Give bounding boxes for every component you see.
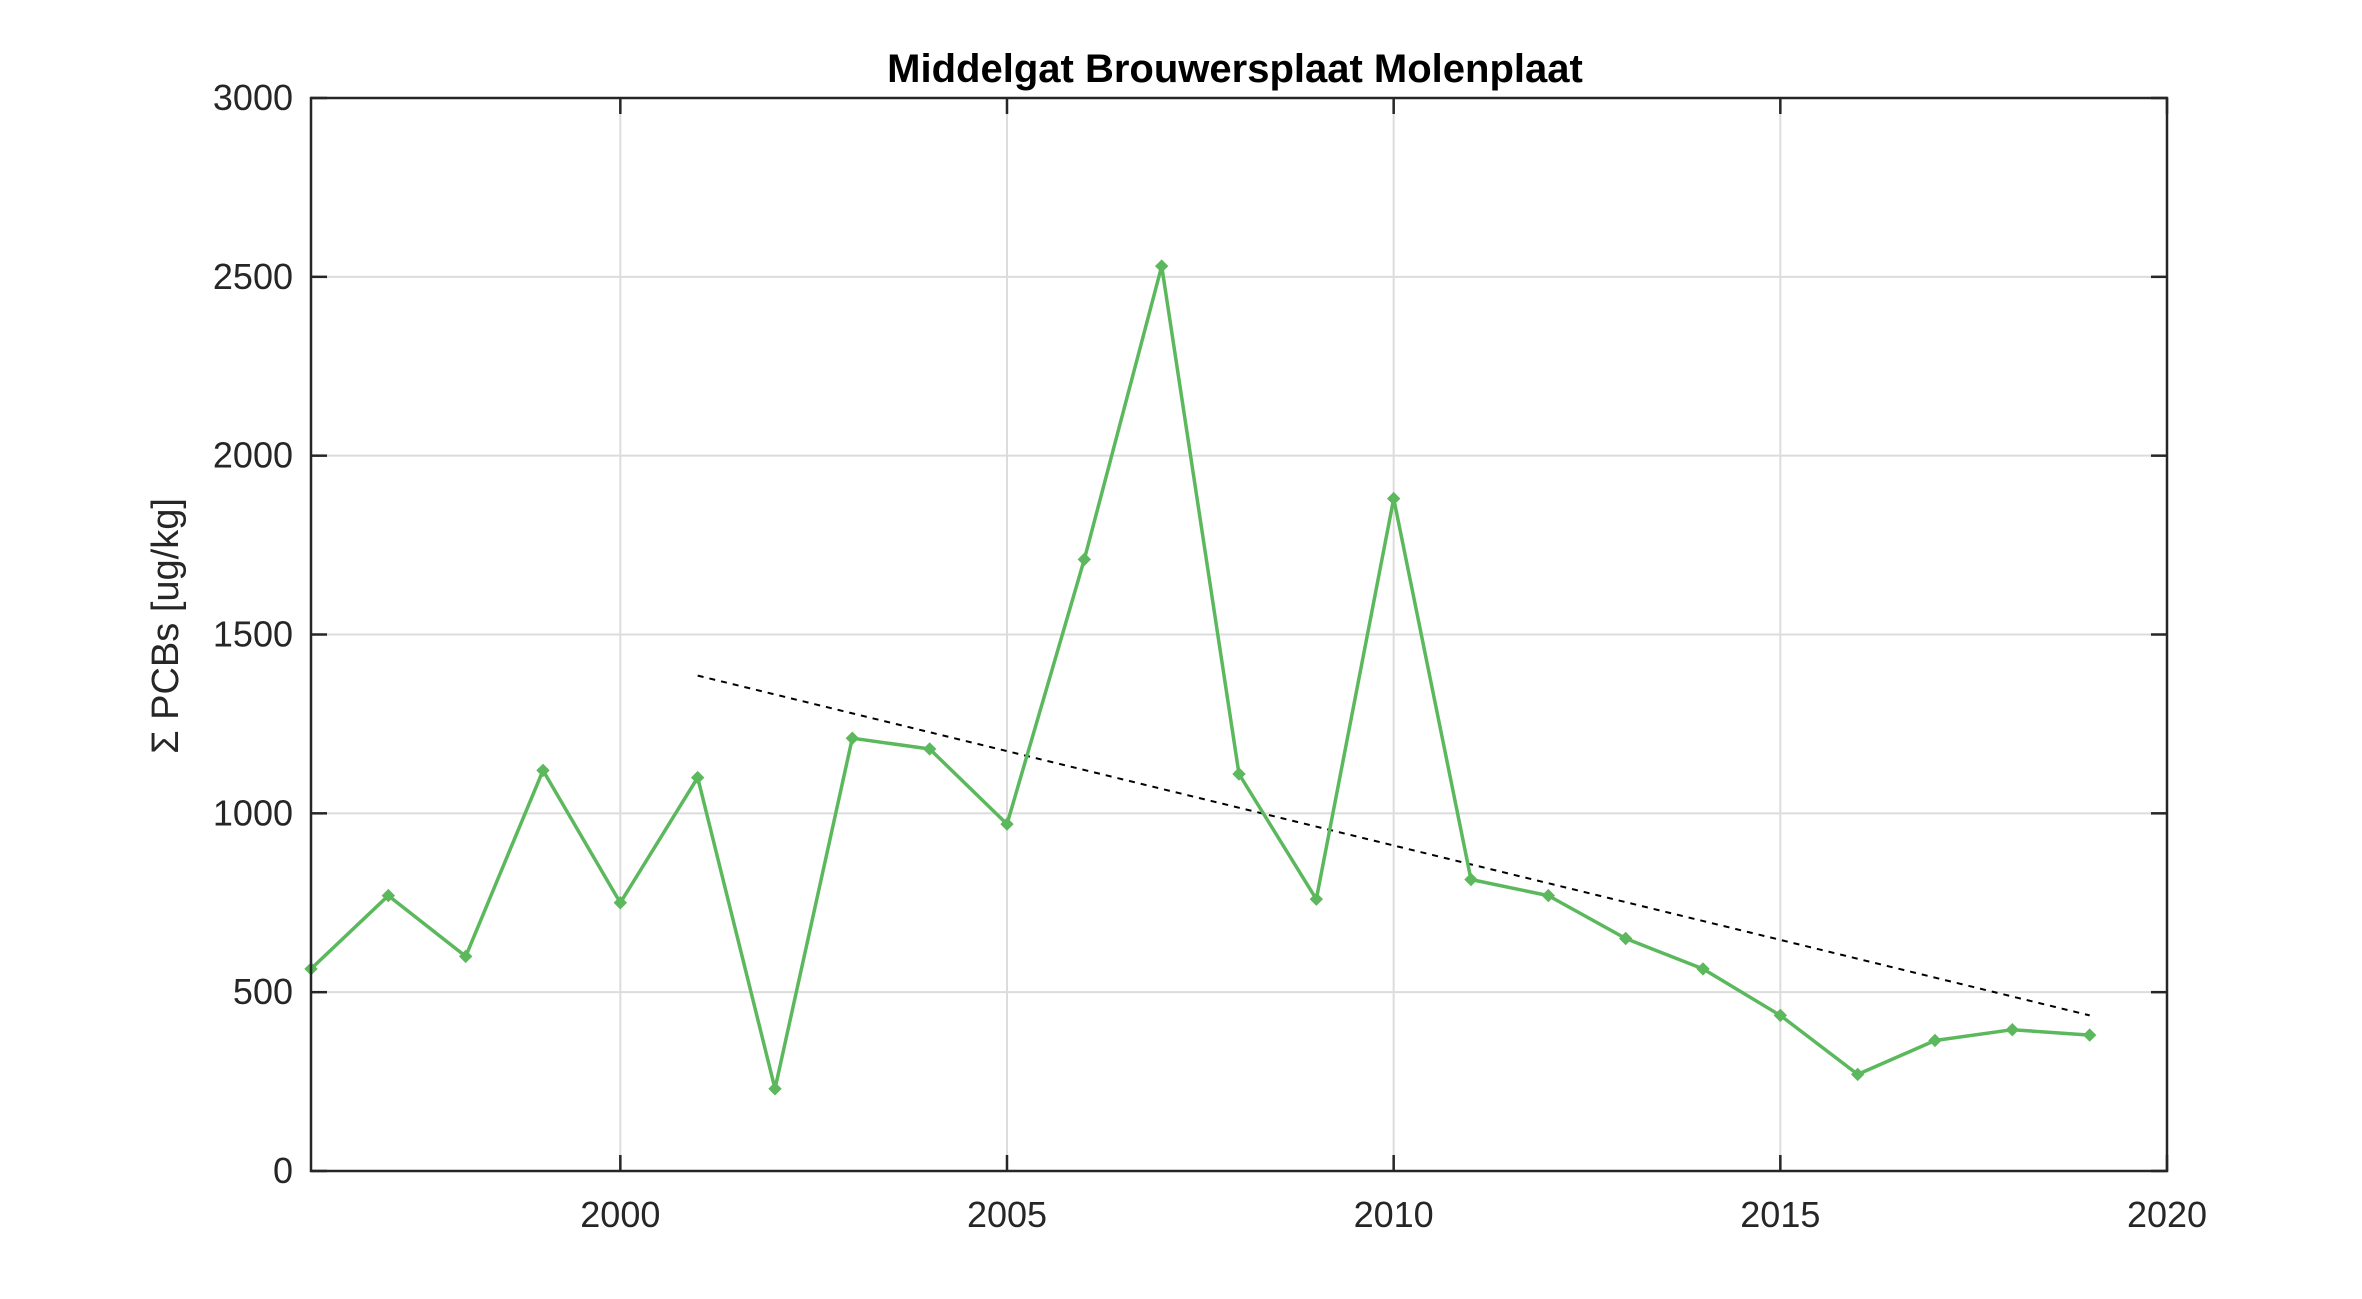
data-point-marker xyxy=(2005,1023,2020,1037)
data-point-marker xyxy=(845,731,860,745)
data-point-marker xyxy=(1541,888,1556,903)
axis-ticks xyxy=(311,96,2169,1173)
data-point-marker xyxy=(1232,767,1246,781)
x-tick-labels: 2000 2005 2010 2015 2020 xyxy=(580,1194,2207,1235)
data-point-marker xyxy=(1464,872,1478,887)
data-point-marker xyxy=(536,763,550,778)
data-point-marker xyxy=(1000,817,1014,831)
y-tick-label: 2000 xyxy=(213,435,293,476)
data-point-marker xyxy=(1928,1033,1942,1048)
series-group xyxy=(304,259,2097,1096)
data-point-marker xyxy=(690,770,705,785)
y-tick-label: 500 xyxy=(233,971,293,1012)
y-tick-label: 1000 xyxy=(213,792,293,833)
data-point-marker xyxy=(1850,1067,1865,1082)
data-point-marker xyxy=(1309,892,1324,906)
x-tick-label: 2005 xyxy=(967,1194,1047,1235)
y-tick-label: 1500 xyxy=(213,614,293,655)
data-point-marker xyxy=(1154,259,1169,273)
data-point-marker xyxy=(1386,491,1401,506)
y-tick-label: 3000 xyxy=(213,77,293,118)
data-point-marker xyxy=(1618,931,1633,946)
y-tick-label: 0 xyxy=(273,1150,293,1191)
data-point-marker xyxy=(381,888,396,903)
data-point-marker xyxy=(1773,1008,1788,1023)
data-point-marker xyxy=(1696,962,1710,976)
data-point-marker xyxy=(768,1082,782,1096)
y-tick-label: 2500 xyxy=(213,256,293,297)
data-point-marker xyxy=(458,949,473,964)
data-point-marker xyxy=(1077,552,1092,567)
series-line xyxy=(309,264,2090,1091)
x-tick-label: 2020 xyxy=(2127,1194,2207,1235)
y-tick-labels: 0 500 1000 1500 2000 2500 3000 xyxy=(213,77,293,1191)
chart-title: Middelgat Brouwersplaat Molenplaat xyxy=(887,47,1583,91)
x-tick-label: 2000 xyxy=(580,1194,660,1235)
data-point-marker xyxy=(922,742,937,756)
x-tick-label: 2015 xyxy=(1740,1194,1820,1235)
x-tick-label: 2010 xyxy=(1354,1194,1434,1235)
data-point-marker xyxy=(2082,1028,2097,1042)
y-axis-label: Σ PCBs [ug/kg] xyxy=(145,498,187,754)
data-point-marker xyxy=(613,896,628,910)
